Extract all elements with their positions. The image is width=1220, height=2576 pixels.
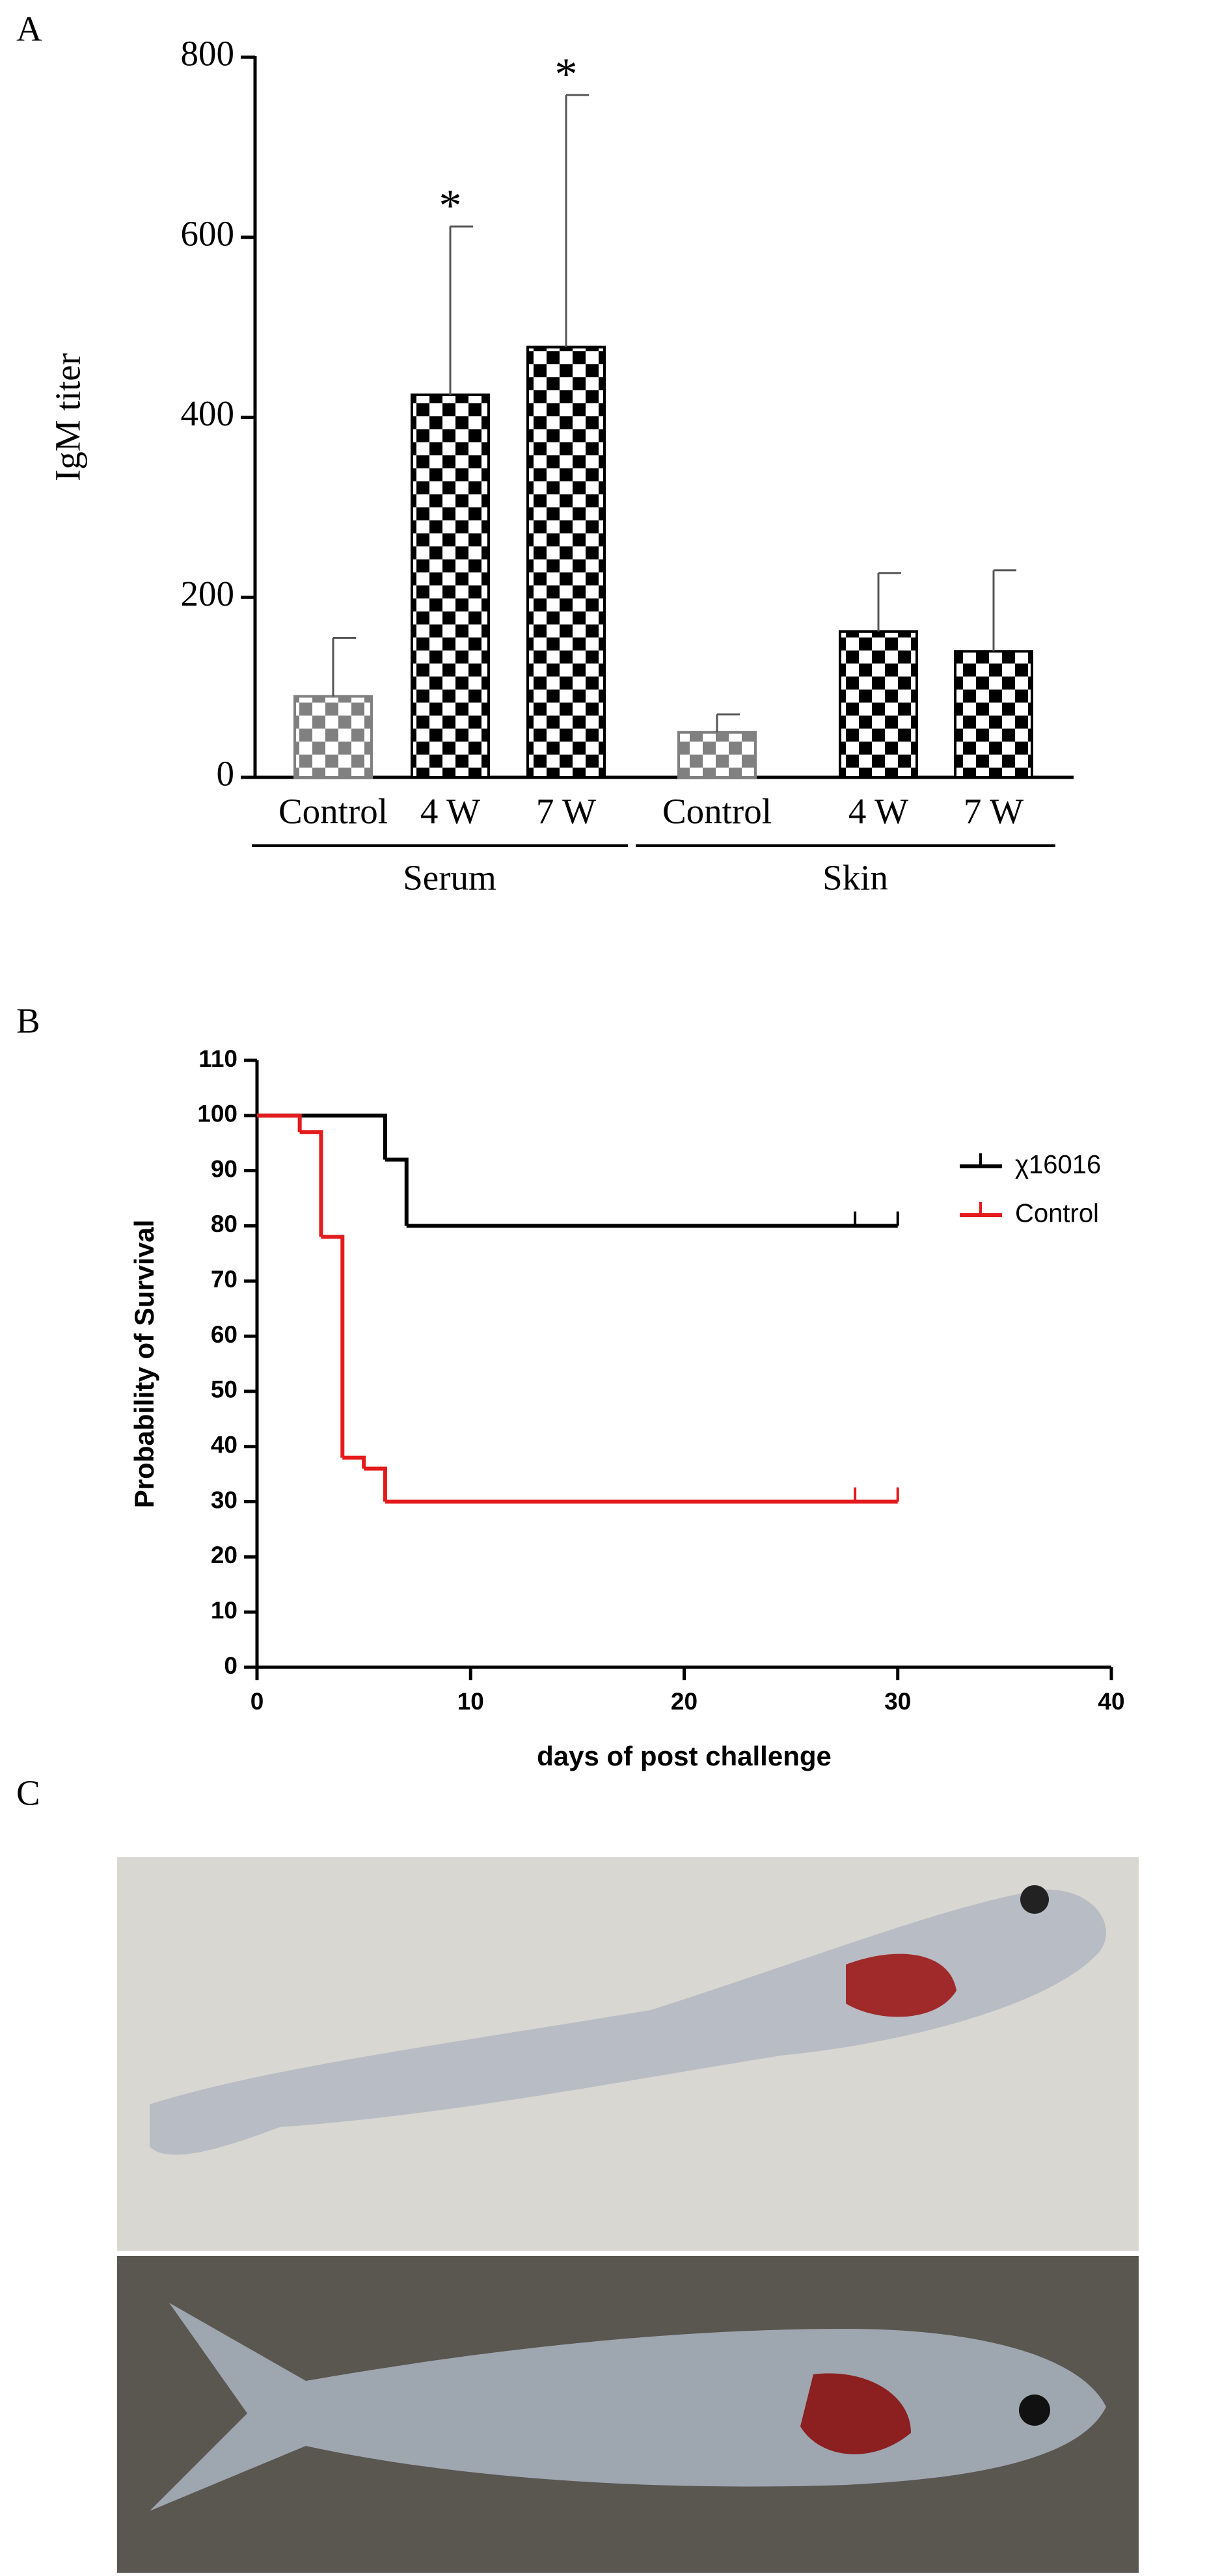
survival-step bbox=[299, 1130, 323, 1237]
y-tick-label: 50 bbox=[211, 1376, 237, 1403]
panel-label: B bbox=[16, 1001, 40, 1041]
bar bbox=[954, 650, 1033, 779]
group-label: Serum bbox=[403, 858, 496, 898]
error-bar bbox=[332, 637, 356, 697]
error-bar bbox=[449, 225, 473, 395]
y-tick-label: 90 bbox=[211, 1155, 237, 1182]
x-tick-label: 0 bbox=[251, 1688, 264, 1715]
x-tick-label: 4 W bbox=[420, 792, 480, 831]
y-tick-label: 0 bbox=[224, 1652, 237, 1679]
bar bbox=[293, 695, 373, 779]
y-tick-label: 110 bbox=[198, 1045, 237, 1072]
y-axis-label: IgM titer bbox=[48, 353, 88, 481]
y-tick-label: 200 bbox=[181, 574, 235, 613]
panel-label: C bbox=[16, 1773, 40, 1813]
survival-step bbox=[364, 1466, 387, 1502]
error-bar bbox=[716, 713, 740, 732]
x-tick-label: 40 bbox=[1098, 1688, 1124, 1715]
survival-step bbox=[342, 1455, 366, 1469]
y-tick-label: 40 bbox=[211, 1432, 237, 1458]
y-tick-label: 600 bbox=[181, 213, 235, 253]
survival-step bbox=[257, 1113, 302, 1133]
bar bbox=[526, 345, 606, 779]
photo-bottom bbox=[117, 2256, 1139, 2573]
x-tick-label: 30 bbox=[884, 1688, 911, 1715]
survival-step bbox=[385, 1157, 409, 1226]
legend-label: Control bbox=[1015, 1200, 1099, 1228]
y-tick-label: 100 bbox=[197, 1101, 237, 1127]
y-tick-label: 20 bbox=[211, 1542, 237, 1568]
x-tick-label: 10 bbox=[457, 1688, 484, 1715]
y-tick-label: 30 bbox=[211, 1486, 237, 1513]
panel-label: A bbox=[16, 9, 42, 49]
bar bbox=[839, 630, 918, 779]
y-tick-label: 800 bbox=[181, 34, 235, 74]
y-tick-label: 400 bbox=[181, 394, 235, 433]
error-bar bbox=[877, 572, 901, 632]
y-tick-label: 10 bbox=[211, 1597, 237, 1624]
x-axis-label: days of post challenge bbox=[537, 1741, 832, 1771]
y-axis-label: Probability of Survival bbox=[129, 1220, 159, 1508]
survival-step bbox=[321, 1235, 345, 1458]
error-bar bbox=[992, 569, 1016, 652]
legend-label: χ16016 bbox=[1015, 1151, 1101, 1179]
bar bbox=[411, 393, 490, 779]
y-tick-label: 0 bbox=[217, 754, 235, 794]
x-tick-label: Control bbox=[662, 792, 772, 831]
y-tick-label: 70 bbox=[211, 1266, 237, 1293]
x-tick-label: 4 W bbox=[848, 792, 908, 831]
photo-top bbox=[117, 1857, 1139, 2251]
bar bbox=[677, 731, 757, 779]
y-tick-label: 80 bbox=[211, 1211, 237, 1237]
x-tick-label: Control bbox=[278, 792, 388, 831]
x-tick-label: 7 W bbox=[536, 792, 596, 831]
significance-label: * bbox=[555, 49, 578, 100]
error-bar bbox=[565, 94, 589, 347]
y-tick-label: 60 bbox=[211, 1321, 237, 1348]
significance-label: * bbox=[439, 181, 462, 231]
group-label: Skin bbox=[822, 858, 888, 898]
x-tick-label: 7 W bbox=[964, 792, 1023, 831]
x-tick-label: 20 bbox=[671, 1688, 698, 1715]
